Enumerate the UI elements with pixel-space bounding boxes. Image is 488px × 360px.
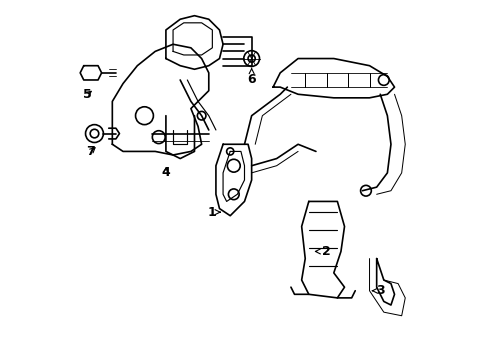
Text: 3: 3 [372,284,384,297]
Text: 4: 4 [161,166,170,179]
Text: 5: 5 [83,88,92,101]
Text: 7: 7 [86,145,95,158]
Text: 1: 1 [207,206,220,219]
Text: 2: 2 [315,245,330,258]
Text: 6: 6 [247,68,255,86]
